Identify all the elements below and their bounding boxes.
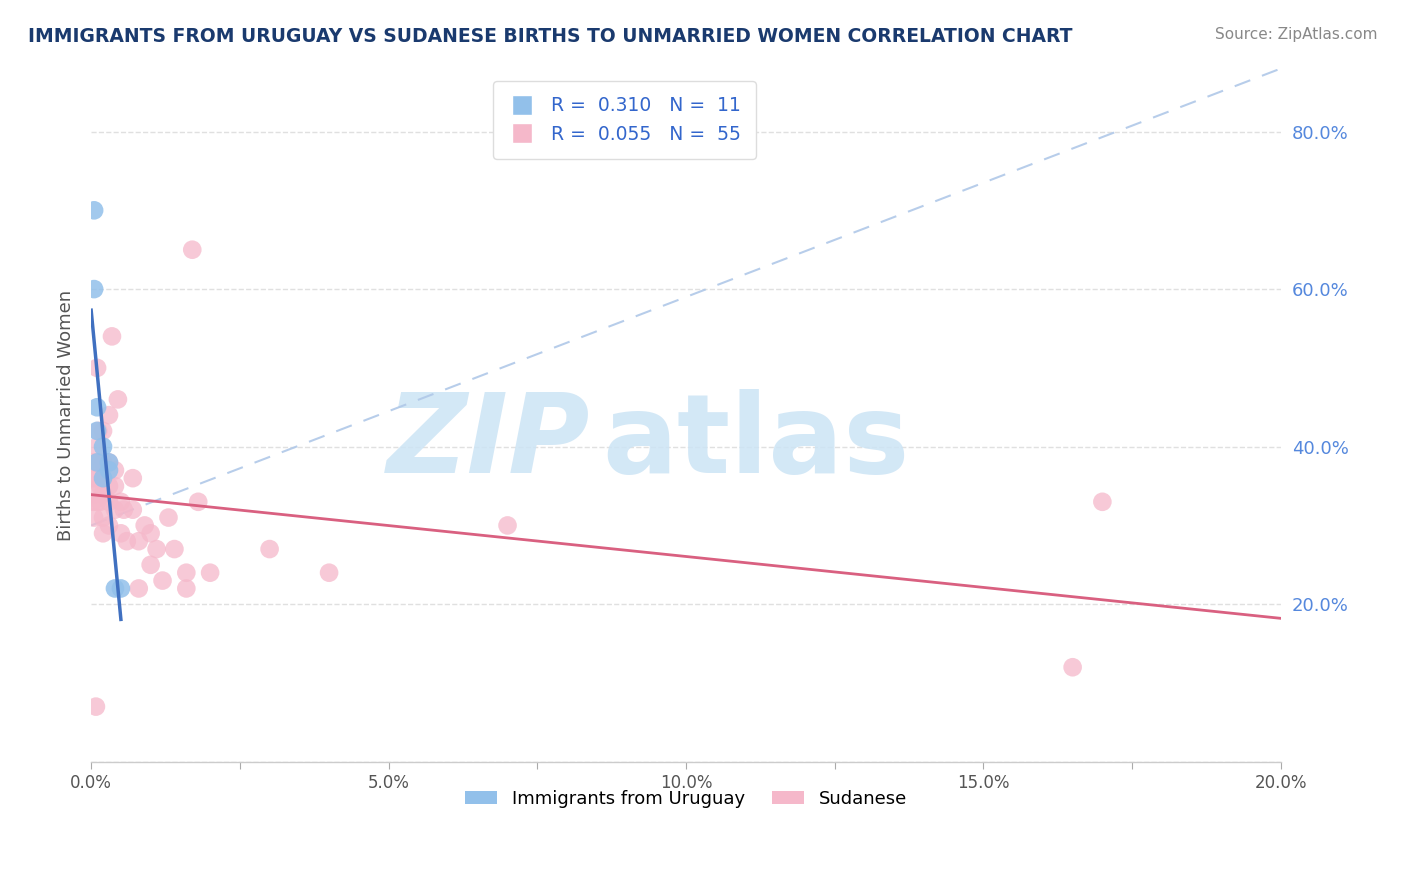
Text: Source: ZipAtlas.com: Source: ZipAtlas.com	[1215, 27, 1378, 42]
Point	[86, 455, 108, 469]
Point	[128, 534, 150, 549]
Point	[98, 463, 121, 477]
Point	[176, 582, 198, 596]
Point	[104, 479, 127, 493]
Point	[91, 471, 114, 485]
Point	[89, 495, 111, 509]
Text: IMMIGRANTS FROM URUGUAY VS SUDANESE BIRTHS TO UNMARRIED WOMEN CORRELATION CHART: IMMIGRANTS FROM URUGUAY VS SUDANESE BIRT…	[28, 27, 1073, 45]
Point	[128, 582, 150, 596]
Point	[86, 360, 108, 375]
Point	[98, 455, 121, 469]
Point	[98, 518, 121, 533]
Point	[181, 243, 204, 257]
Point	[152, 574, 174, 588]
Point	[121, 502, 143, 516]
Point	[91, 487, 114, 501]
Point	[107, 392, 129, 407]
Point	[86, 440, 108, 454]
Point	[98, 455, 121, 469]
Point	[318, 566, 340, 580]
Point	[98, 408, 121, 422]
Point	[83, 487, 105, 501]
Point	[91, 510, 114, 524]
Point	[98, 495, 121, 509]
Point	[163, 542, 186, 557]
Point	[83, 455, 105, 469]
Point	[104, 463, 127, 477]
Point	[104, 582, 127, 596]
Point	[110, 582, 132, 596]
Point	[110, 495, 132, 509]
Point	[82, 495, 104, 509]
Point	[91, 424, 114, 438]
Legend: Immigrants from Uruguay, Sudanese: Immigrants from Uruguay, Sudanese	[457, 782, 914, 815]
Point	[134, 518, 156, 533]
Point	[84, 699, 107, 714]
Point	[121, 471, 143, 485]
Point	[112, 502, 135, 516]
Point	[82, 471, 104, 485]
Point	[83, 203, 105, 218]
Point	[104, 502, 127, 516]
Point	[176, 566, 198, 580]
Y-axis label: Births to Unmarried Women: Births to Unmarried Women	[58, 290, 75, 541]
Point	[145, 542, 167, 557]
Point	[496, 518, 519, 533]
Point	[139, 526, 162, 541]
Point	[98, 479, 121, 493]
Point	[101, 329, 124, 343]
Point	[91, 526, 114, 541]
Point	[89, 479, 111, 493]
Point	[1091, 495, 1114, 509]
Point	[110, 526, 132, 541]
Point	[86, 424, 108, 438]
Point	[139, 558, 162, 572]
Point	[198, 566, 221, 580]
Point	[1062, 660, 1084, 674]
Point	[91, 455, 114, 469]
Point	[83, 282, 105, 296]
Point	[86, 495, 108, 509]
Point	[87, 424, 110, 438]
Point	[91, 471, 114, 485]
Point	[115, 534, 138, 549]
Point	[83, 510, 105, 524]
Point	[86, 471, 108, 485]
Text: ZIP: ZIP	[387, 390, 591, 496]
Point	[86, 455, 108, 469]
Point	[157, 510, 180, 524]
Text: atlas: atlas	[603, 390, 910, 496]
Point	[187, 495, 209, 509]
Point	[259, 542, 281, 557]
Point	[91, 440, 114, 454]
Point	[86, 401, 108, 415]
